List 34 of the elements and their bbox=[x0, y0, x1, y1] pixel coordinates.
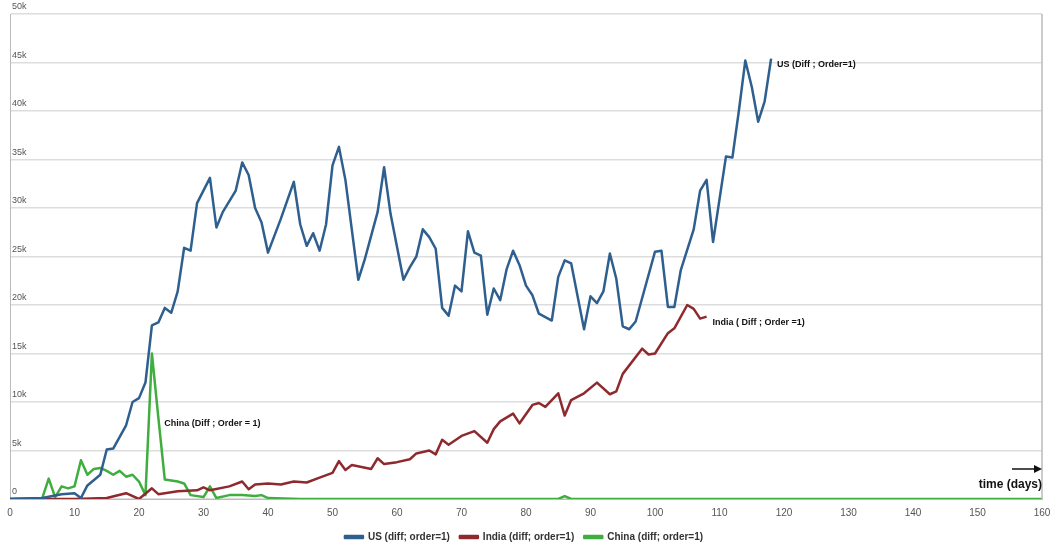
y-tick-label: 5k bbox=[12, 437, 23, 448]
legend-label: US (diff; order=1) bbox=[367, 530, 450, 542]
x-tick-label: 30 bbox=[197, 506, 210, 518]
x-tick-label: 90 bbox=[584, 506, 597, 518]
y-tick-label: 35k bbox=[12, 146, 28, 157]
x-tick-label: 160 bbox=[1033, 506, 1051, 518]
annotation: China (Diff ; Order = 1) bbox=[164, 418, 261, 428]
y-tick-label: 30k bbox=[12, 195, 28, 206]
annotation: India ( Diff ; Order =1) bbox=[712, 317, 805, 328]
y-tick-label: 25k bbox=[12, 243, 28, 254]
y-tick-label: 0 bbox=[12, 486, 18, 497]
y-tick-label: 10k bbox=[12, 389, 28, 400]
x-tick-label: 120 bbox=[775, 506, 793, 518]
x-tick-label: 100 bbox=[646, 506, 664, 518]
y-tick-label: 20k bbox=[12, 292, 28, 303]
x-tick-label: 150 bbox=[969, 506, 987, 518]
legend-label: China (diff; order=1) bbox=[607, 530, 704, 542]
legend-label: India (diff; order=1) bbox=[482, 530, 575, 542]
y-tick-label: 40k bbox=[12, 98, 28, 109]
x-tick-label: 110 bbox=[711, 506, 728, 518]
y-tick-label: 45k bbox=[12, 49, 28, 60]
x-tick-label: 80 bbox=[520, 506, 532, 518]
x-tick-label: 50 bbox=[326, 506, 339, 518]
x-tick-label: 40 bbox=[262, 506, 274, 518]
y-tick-label: 15k bbox=[12, 340, 28, 351]
y-tick-label: 50k bbox=[12, 1, 28, 12]
x-tick-label: 130 bbox=[840, 506, 858, 518]
x-tick-label: 10 bbox=[68, 506, 81, 518]
x-axis-title: time (days) bbox=[978, 477, 1042, 492]
x-tick-label: 70 bbox=[455, 506, 468, 518]
x-tick-label: 60 bbox=[391, 506, 403, 518]
annotation: US (Diff ; Order=1) bbox=[777, 59, 856, 70]
x-tick-label: 20 bbox=[133, 506, 145, 518]
x-tick-label: 140 bbox=[904, 506, 922, 518]
